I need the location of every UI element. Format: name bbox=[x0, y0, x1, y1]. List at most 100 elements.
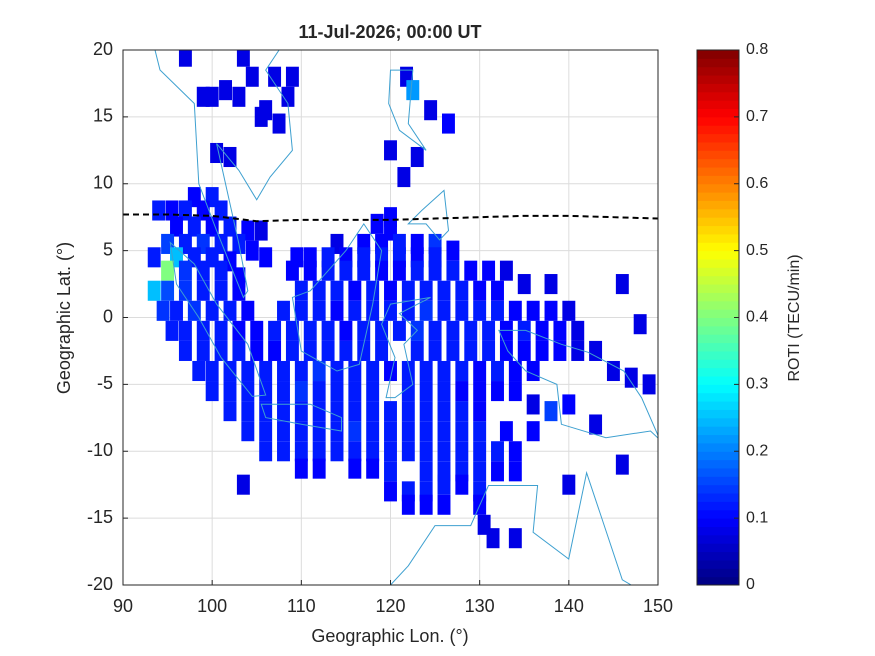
colorbar-swatch bbox=[697, 284, 739, 293]
colorbar-swatch bbox=[697, 208, 739, 218]
colorbar-tick-label: 0.7 bbox=[746, 108, 768, 125]
roti-cell bbox=[508, 528, 522, 549]
roti-cell bbox=[192, 360, 206, 382]
roti-cell bbox=[294, 360, 308, 382]
roti-cell bbox=[294, 421, 308, 442]
colorbar-swatch bbox=[697, 66, 739, 76]
roti-cell bbox=[508, 461, 522, 482]
colorbar-swatch bbox=[697, 58, 739, 68]
roti-cell bbox=[348, 360, 362, 382]
cells bbox=[147, 50, 656, 549]
roti-cell bbox=[446, 260, 460, 281]
roti-cell bbox=[259, 360, 273, 382]
x-tick-label: 90 bbox=[113, 596, 133, 616]
roti-cell bbox=[486, 528, 500, 549]
roti-cell bbox=[384, 401, 397, 422]
colorbar-swatch bbox=[697, 292, 739, 302]
roti-cell bbox=[419, 494, 433, 515]
roti-cell bbox=[419, 300, 433, 321]
roti-cell bbox=[357, 340, 371, 361]
roti-cell bbox=[259, 441, 273, 462]
roti-cell bbox=[473, 461, 487, 482]
coastline bbox=[381, 296, 431, 399]
roti-cell bbox=[312, 401, 326, 422]
roti-cell bbox=[241, 421, 255, 442]
roti-cell bbox=[571, 320, 585, 341]
roti-cell bbox=[330, 401, 344, 422]
roti-cell bbox=[205, 360, 219, 382]
roti-cell bbox=[419, 421, 433, 442]
roti-cell bbox=[321, 320, 335, 341]
roti-cell bbox=[178, 280, 192, 301]
coastline bbox=[498, 329, 658, 439]
roti-cell bbox=[285, 66, 299, 87]
roti-cell bbox=[170, 300, 183, 321]
roti-cell bbox=[491, 441, 504, 462]
roti-cell bbox=[277, 441, 290, 462]
roti-cell bbox=[499, 340, 513, 361]
roti-cell bbox=[294, 441, 308, 462]
roti-cell bbox=[232, 280, 246, 301]
roti-cell bbox=[384, 421, 397, 442]
roti-cell bbox=[464, 340, 478, 361]
y-tick-label: -5 bbox=[97, 373, 113, 393]
coastline bbox=[291, 223, 383, 372]
colorbar-swatch bbox=[697, 534, 739, 544]
roti-cell bbox=[236, 474, 250, 495]
roti-cell bbox=[178, 50, 192, 67]
x-tick-label: 110 bbox=[287, 596, 316, 616]
roti-cell bbox=[455, 381, 469, 402]
x-axis-label: Geographic Lon. (°) bbox=[311, 626, 468, 646]
colorbar-swatch bbox=[697, 334, 739, 344]
roti-cell bbox=[196, 340, 210, 361]
roti-cell bbox=[214, 320, 228, 341]
roti-cell bbox=[526, 421, 540, 442]
roti-cell bbox=[214, 260, 228, 281]
roti-cell bbox=[303, 340, 317, 361]
roti-cell bbox=[384, 360, 397, 382]
roti-cell bbox=[606, 360, 620, 382]
colorbar-swatch bbox=[697, 167, 739, 176]
roti-cell bbox=[410, 260, 424, 281]
roti-cell bbox=[259, 247, 273, 268]
chart-title: 11-Jul-2026; 00:00 UT bbox=[298, 22, 481, 42]
roti-cell bbox=[406, 80, 420, 101]
roti-cell bbox=[589, 340, 603, 361]
colorbar-swatch bbox=[697, 493, 739, 502]
colorbar-swatch bbox=[697, 401, 739, 410]
roti-cell bbox=[526, 394, 540, 415]
roti-cell bbox=[419, 360, 433, 382]
colorbar-swatch bbox=[697, 225, 739, 235]
roti-cell bbox=[491, 461, 504, 482]
roti-cell bbox=[419, 401, 433, 422]
roti-cell bbox=[339, 340, 353, 361]
roti-cell bbox=[223, 146, 237, 168]
roti-cell bbox=[375, 340, 389, 361]
colorbar-swatch bbox=[697, 267, 739, 277]
colorbar-swatch bbox=[697, 116, 739, 126]
roti-cell bbox=[397, 167, 411, 188]
roti-cell bbox=[348, 381, 362, 402]
roti-cell bbox=[491, 300, 504, 321]
roti-cell bbox=[205, 216, 219, 237]
y-tick-label: 0 bbox=[103, 306, 113, 326]
roti-cell bbox=[526, 360, 540, 382]
colorbar-swatch bbox=[697, 467, 739, 477]
roti-cell bbox=[245, 66, 259, 87]
roti-cell bbox=[196, 280, 210, 301]
colorbar-swatch bbox=[697, 476, 739, 486]
colorbar-swatch bbox=[697, 559, 739, 569]
colorbar-swatch bbox=[697, 451, 739, 461]
colorbar-tick-label: 0.8 bbox=[746, 41, 768, 58]
roti-cell bbox=[482, 320, 496, 341]
roti-cell bbox=[437, 280, 451, 301]
roti-cell bbox=[321, 340, 335, 361]
colorbar-swatch bbox=[697, 551, 739, 561]
colorbar-swatch bbox=[697, 183, 739, 193]
roti-cell bbox=[285, 340, 299, 361]
roti-cell bbox=[401, 401, 415, 422]
roti-cell bbox=[357, 260, 371, 281]
colorbar-swatch bbox=[697, 392, 739, 402]
roti-cell bbox=[294, 280, 308, 301]
